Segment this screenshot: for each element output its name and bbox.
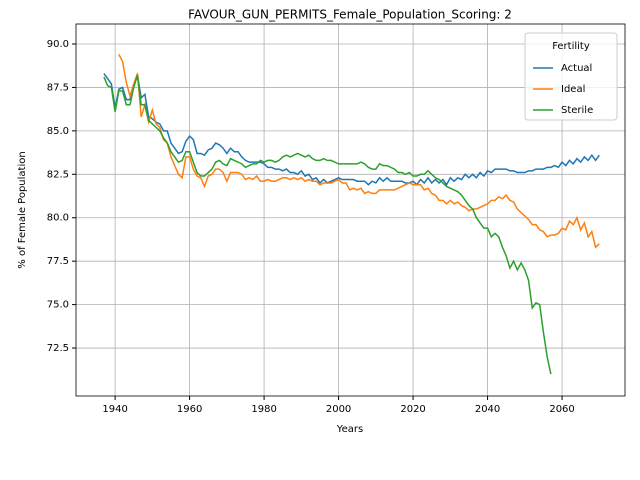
x-axis-label: Years	[336, 424, 363, 435]
y-tick-label: 90.0	[47, 39, 69, 50]
plot-frame	[75, 23, 626, 397]
legend-box	[524, 32, 618, 121]
legend-label: Sterile	[561, 105, 593, 116]
y-tick-label: 75.0	[47, 300, 69, 311]
line-series	[103, 75, 552, 375]
y-tick-label: 77.5	[47, 256, 69, 267]
y-axis-label: % of Female Population	[17, 151, 28, 268]
y-tick-label: 87.5	[47, 82, 69, 93]
line-series	[103, 72, 600, 187]
x-tick-label: 1960	[177, 404, 202, 415]
x-tick-label: 2020	[400, 404, 425, 415]
legend-label: Actual	[561, 63, 592, 74]
x-tick-label: 2040	[475, 404, 500, 415]
x-tick-label: 2060	[549, 404, 574, 415]
legend-label: Ideal	[561, 84, 585, 95]
x-tick-label: 1940	[102, 404, 127, 415]
y-tick-label: 85.0	[47, 126, 69, 137]
legend-title: Fertility	[552, 41, 590, 52]
line-series	[118, 54, 600, 249]
y-tick-label: 80.0	[47, 213, 69, 224]
x-tick-label: 1980	[251, 404, 276, 415]
x-tick-label: 2000	[326, 404, 351, 415]
y-tick-label: 82.5	[47, 169, 69, 180]
chart-title: FAVOUR_GUN_PERMITS_Female_Population_Sco…	[188, 8, 512, 22]
y-tick-label: 72.5	[47, 343, 69, 354]
